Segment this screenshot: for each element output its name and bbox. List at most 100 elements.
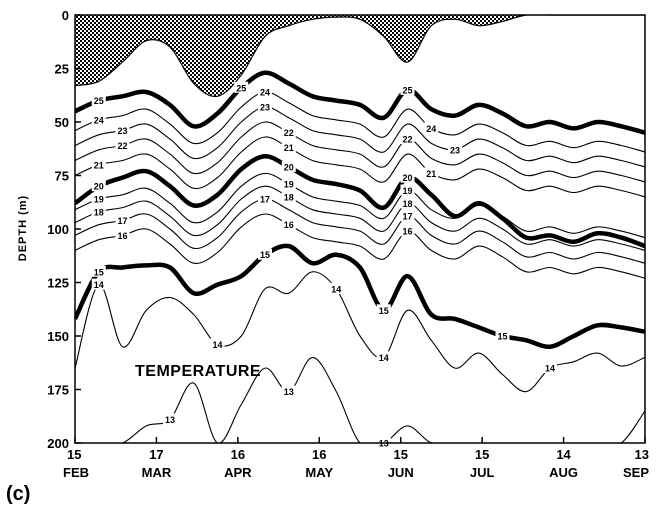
isotherm-label: 22 [117, 141, 127, 151]
y-tick-label: 0 [62, 8, 69, 23]
x-tick-month: APR [224, 465, 252, 480]
isotherm-label: 18 [284, 192, 294, 202]
isotherm-label: 16 [284, 220, 294, 230]
isotherm-label: 23 [260, 103, 270, 113]
isotherm-label: 18 [402, 199, 412, 209]
isotherm-label-bg [400, 184, 415, 196]
isotherm-label: 14 [212, 340, 222, 350]
isotherm-22 [75, 121, 645, 183]
isotherm-label-bg [258, 248, 272, 260]
isotherm-label-bg [281, 218, 296, 230]
y-tick-label: 150 [47, 329, 69, 344]
isotherm-25 [75, 70, 645, 135]
y-tick-label: 100 [47, 222, 69, 237]
isotherm-label-bg [115, 139, 130, 151]
isotherm-label-bg [91, 180, 106, 192]
isotherm-label: 14 [545, 364, 555, 374]
isotherm-label-bg [258, 193, 272, 205]
isotherm-label: 24 [260, 88, 270, 98]
shaded-area-above-26 [75, 15, 645, 97]
isotherm-label-bg [329, 282, 344, 294]
isotherm-label: 25 [236, 83, 246, 93]
isotherm-label: 24 [94, 115, 104, 125]
isotherm-label-bg [91, 94, 106, 106]
isotherm-label-bg [400, 171, 415, 183]
isotherm-label: 25 [402, 85, 412, 95]
isotherm-label-bg [281, 141, 296, 153]
isotherm-15 [75, 243, 645, 349]
isotherm-lines [75, 15, 645, 443]
isotherm-label: 17 [260, 195, 270, 205]
isotherm-label-bg [400, 210, 415, 222]
isotherm-19 [75, 172, 645, 239]
isotherm-label: 17 [402, 212, 412, 222]
isotherm-label: 13 [165, 415, 175, 425]
isotherm-label-bg [163, 413, 177, 425]
isotherm-17 [75, 198, 645, 264]
isotherm-label-bg [400, 83, 415, 95]
isotherm-label: 25 [94, 96, 104, 106]
y-tick-label: 75 [55, 169, 69, 184]
isotherm-label: 21 [94, 160, 104, 170]
isotherm-label-bg [91, 113, 106, 125]
y-tick-label: 25 [55, 62, 69, 77]
isotherm-label-bg [495, 330, 510, 341]
isotherm-16 [75, 213, 645, 279]
isotherm-label: 19 [284, 180, 294, 190]
temperature-annotation: TEMPERATURE [135, 363, 261, 380]
isotherm-label: 20 [284, 162, 294, 172]
isotherm-label: 16 [117, 231, 127, 241]
isotherm-24 [75, 91, 645, 153]
isotherm-label: 20 [94, 182, 104, 192]
y-tick-label: 50 [55, 115, 69, 130]
isotherm-label-bg [400, 197, 415, 209]
isotherm-label: 24 [426, 124, 436, 134]
isotherm-label-bg [543, 362, 557, 374]
isotherm-label-bg [91, 158, 106, 170]
isotherm-label-bg [115, 214, 130, 226]
isotherm-label: 15 [94, 267, 104, 277]
x-tick-day: 16 [312, 447, 326, 462]
x-tick-month: MAR [142, 465, 172, 480]
isotherm-label: 22 [402, 135, 412, 145]
isotherm-label: 14 [331, 284, 341, 294]
isotherm-label: 21 [284, 143, 294, 153]
isotherm-label-bg [258, 86, 272, 98]
isotherm-label: 17 [117, 216, 127, 226]
x-tick-month: JUL [470, 465, 495, 480]
y-axis-title: DEPTH (m) [17, 195, 29, 261]
isotherm-label: 13 [284, 387, 294, 397]
isotherm-label-bg [376, 351, 391, 363]
isotherm-26 [75, 15, 645, 98]
x-tick-day: 13 [635, 447, 649, 462]
isotherm-label-bg [281, 178, 296, 190]
y-tick-label: 175 [47, 383, 69, 398]
isotherm-label-bg [281, 126, 296, 138]
isotherm-20 [75, 153, 645, 249]
isotherm-label-bg [234, 81, 249, 93]
isotherm-label: 20 [402, 173, 412, 183]
isotherm-label-bg [115, 124, 130, 136]
x-tick-day: 15 [475, 447, 489, 462]
isotherm-21 [75, 136, 645, 198]
isotherm-label-bg [400, 133, 415, 145]
y-axis: 0 25 50 75 100 125 150 175 200 [47, 8, 81, 451]
isotherm-label: 14 [94, 280, 104, 290]
isotherm-label-bg [258, 101, 272, 113]
x-tick-day: 15 [67, 447, 81, 462]
x-tick-month: FEB [63, 465, 89, 480]
isotherm-23 [75, 106, 645, 168]
isotherm-labels: 25 25 25 24 24 24 23 23 23 22 22 22 21 21 21 20 20 20 19 19… [91, 81, 557, 449]
x-tick-day: 14 [556, 447, 571, 462]
isotherm-label: 19 [402, 186, 412, 196]
isotherm-label-bg [91, 193, 106, 205]
y-tick-label: 125 [47, 276, 69, 291]
isotherm-label-bg [210, 338, 225, 350]
panel-label: (c) [6, 483, 30, 505]
isotherm-label-bg [424, 122, 439, 134]
x-tick-month: JUN [388, 465, 414, 480]
isotherm-label-bg [281, 190, 296, 202]
warm-water-shading [75, 15, 645, 97]
isotherm-label-bg [400, 225, 415, 237]
